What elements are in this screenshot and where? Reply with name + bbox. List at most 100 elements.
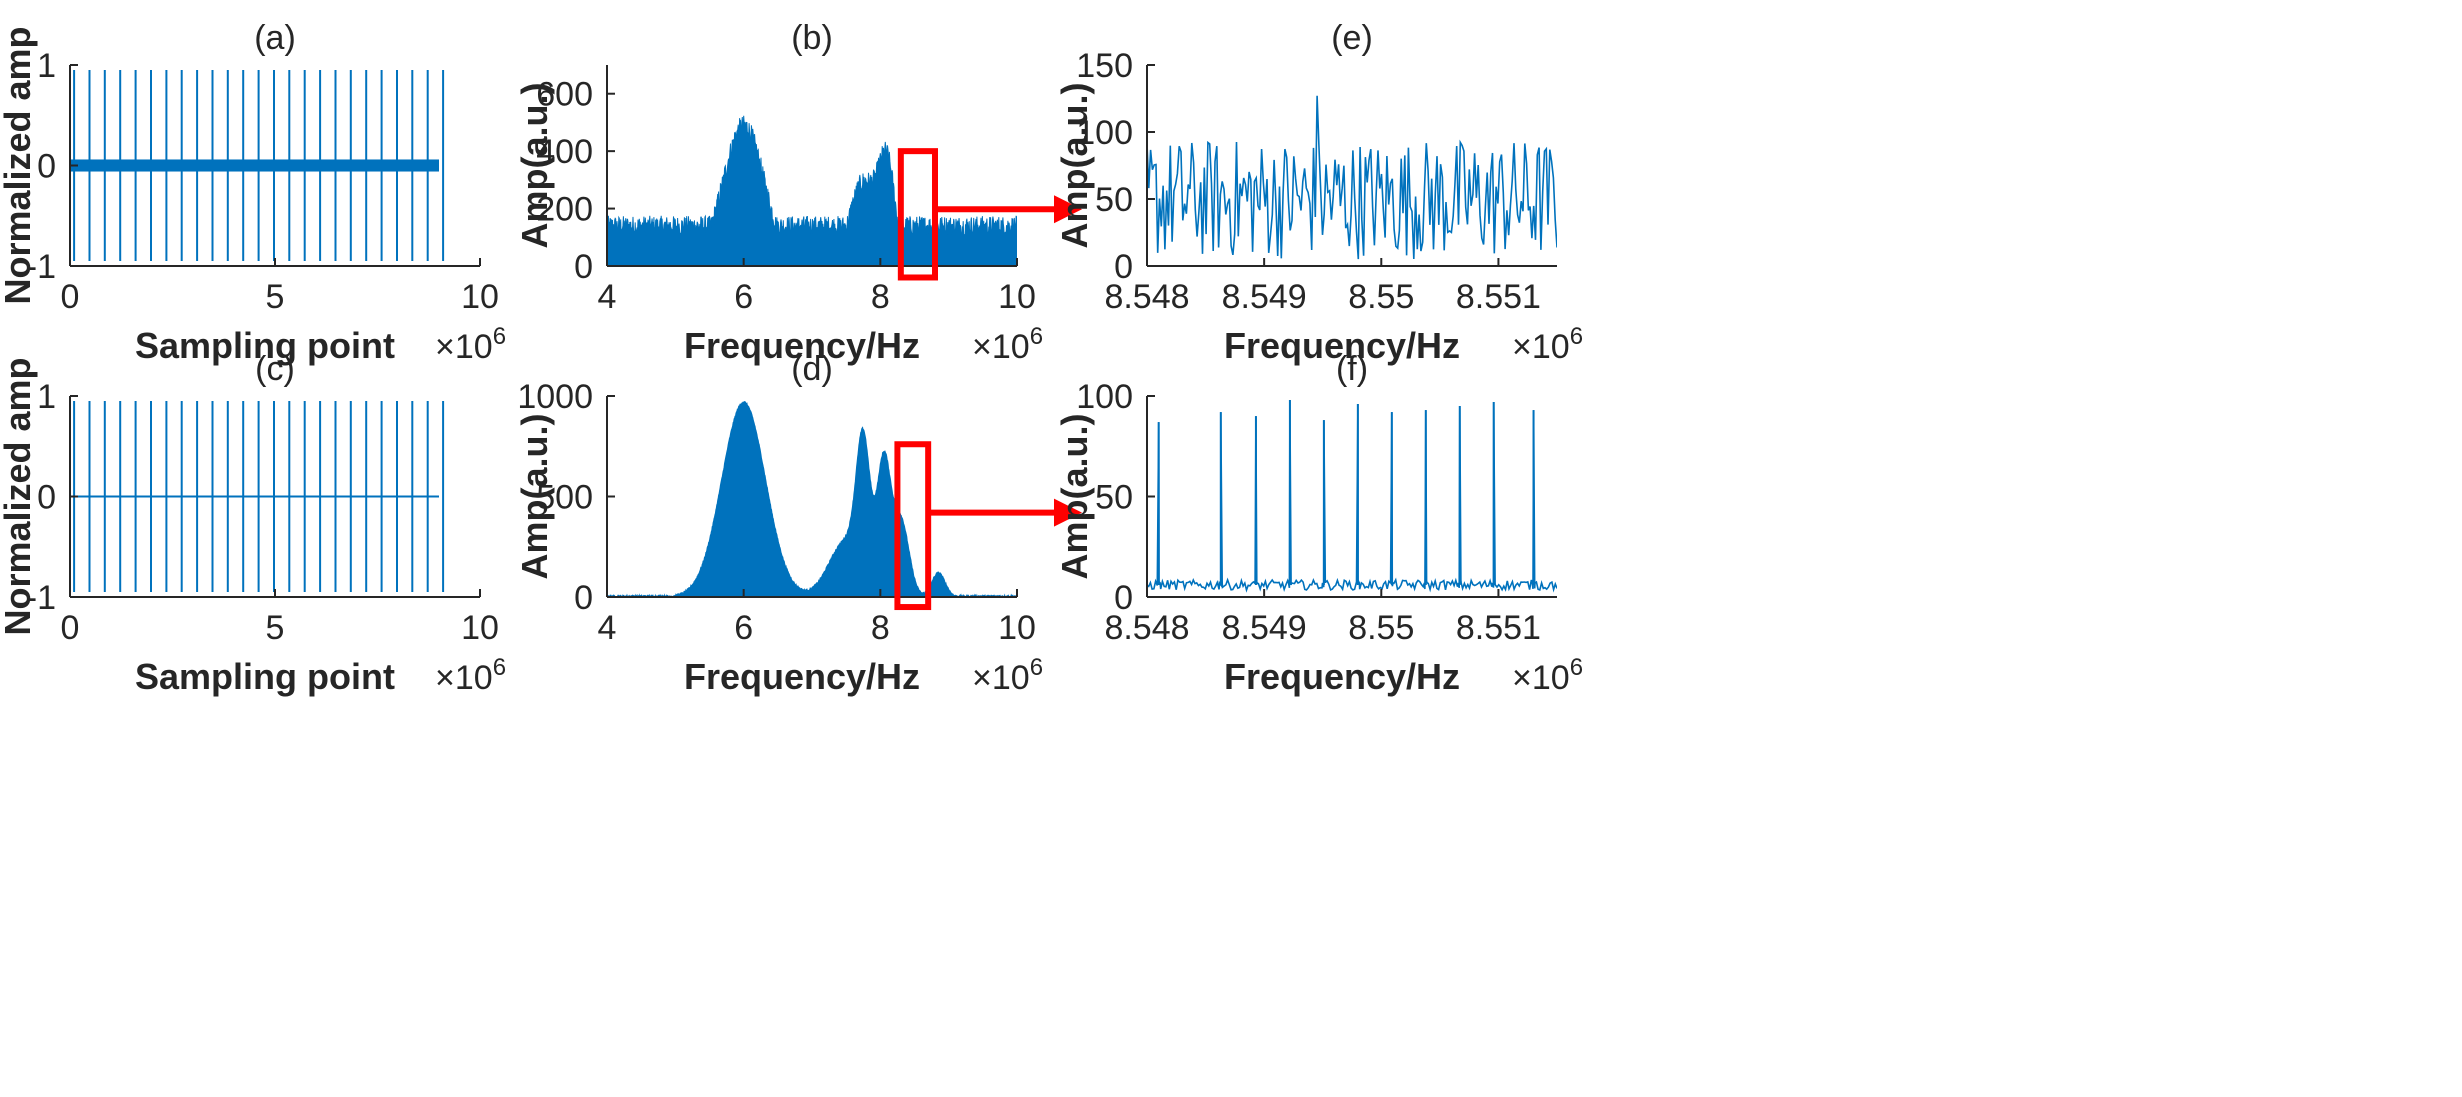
y-tick-label: -1 [26, 579, 56, 617]
x-tick-label: 8.549 [1222, 609, 1307, 647]
x-axis-label: Frequency/Hz [1224, 325, 1460, 366]
x-exponent-label: ×106 [1512, 654, 1583, 697]
x-axis-label: Sampling point [135, 325, 395, 366]
panel-title: (e) [1331, 19, 1373, 57]
x-exponent-label: ×106 [972, 323, 1043, 366]
y-axis-label: Amp(a.u.) [514, 414, 555, 580]
plot-area [607, 115, 1017, 266]
x-tick-label: 10 [998, 609, 1036, 647]
x-tick-label: 8.549 [1222, 278, 1307, 316]
x-axis-label: Frequency/Hz [1224, 656, 1460, 697]
x-tick-label: 6 [734, 278, 753, 316]
plot-area [607, 401, 1017, 597]
x-exponent-power: 6 [493, 323, 506, 350]
y-axis-label: Normalized amp [0, 26, 38, 304]
y-tick-label: 1000 [517, 378, 593, 416]
y-tick-label: 0 [1114, 579, 1133, 617]
x-tick-label: 6 [734, 609, 753, 647]
x-tick-label: 0 [61, 609, 80, 647]
y-tick-label: 0 [37, 148, 56, 186]
y-tick-label: 0 [1114, 248, 1133, 286]
y-tick-label: 600 [536, 76, 593, 114]
subplot-d: 4 6 8 10 0 500 1000 (d) Frequency/Hz Amp(a.u.) ×10… [514, 350, 1082, 697]
x-tick-label: 8.551 [1456, 609, 1541, 647]
panel-title: (f) [1336, 350, 1368, 388]
x-tick-label: 8.55 [1348, 278, 1414, 316]
plot-area [70, 70, 445, 261]
y-tick-label: 0 [574, 248, 593, 286]
x-exponent-base: ×10 [972, 659, 1030, 697]
panel-title: (c) [255, 350, 295, 388]
x-exponent-power: 6 [493, 654, 506, 681]
x-exponent-power: 6 [1570, 323, 1583, 350]
x-axis-label: Frequency/Hz [684, 325, 920, 366]
y-tick-label: 0 [37, 479, 56, 517]
x-exponent-base: ×10 [435, 328, 493, 366]
x-exponent-label: ×106 [972, 654, 1043, 697]
plot-area [1147, 95, 1557, 260]
zoom-arrow-head [1054, 498, 1082, 527]
x-tick-label: 10 [461, 609, 499, 647]
plot-area [70, 401, 445, 592]
x-exponent-label: ×106 [1512, 323, 1583, 366]
y-axis-label: Normalized amp [0, 357, 38, 635]
x-tick-label: 8.548 [1104, 278, 1189, 316]
x-tick-label: 4 [598, 278, 617, 316]
subplot-b: 4 6 8 10 0 200 400 600 (b) Frequency/Hz Amp(a.u.) ×… [514, 19, 1082, 366]
x-exponent-base: ×10 [972, 328, 1030, 366]
y-tick-label: 50 [1095, 181, 1133, 219]
panel-title: (d) [791, 350, 833, 388]
subplot-f: 8.548 8.549 8.55 8.551 0 50 100 (f) Frequency/Hz… [1054, 350, 1583, 697]
y-axis-label: Amp(a.u.) [1054, 83, 1095, 249]
x-tick-label: 5 [266, 278, 285, 316]
x-tick-label: 8 [871, 609, 890, 647]
x-axis-label: Sampling point [135, 656, 395, 697]
x-exponent-base: ×10 [1512, 659, 1570, 697]
zoomed-trace [1147, 399, 1557, 593]
x-tick-label: 8.548 [1104, 609, 1189, 647]
spectrum-area [607, 401, 1017, 597]
x-exponent-label: ×106 [435, 323, 506, 366]
x-exponent-power: 6 [1570, 654, 1583, 681]
x-exponent-label: ×106 [435, 654, 506, 697]
zoomed-trace [1147, 95, 1557, 260]
subplot-e: 8.548 8.549 8.55 8.551 0 50 100 150 (e) Frequency… [1054, 19, 1583, 366]
x-tick-label: 0 [61, 278, 80, 316]
zoom-arrow-head [1054, 195, 1082, 224]
x-axis-label: Frequency/Hz [684, 656, 920, 697]
y-tick-label: 50 [1095, 479, 1133, 517]
x-tick-label: 5 [266, 609, 285, 647]
x-tick-label: 10 [998, 278, 1036, 316]
panel-title: (a) [254, 19, 296, 57]
y-axis-label: Amp(a.u.) [1054, 414, 1095, 580]
y-tick-label: 1 [37, 47, 56, 85]
x-tick-label: 8.551 [1456, 278, 1541, 316]
y-tick-label: 0 [574, 579, 593, 617]
x-tick-label: 10 [461, 278, 499, 316]
x-tick-label: 4 [598, 609, 617, 647]
y-tick-label: 100 [1076, 378, 1133, 416]
y-tick-label: 100 [1076, 114, 1133, 152]
y-tick-label: 400 [536, 133, 593, 171]
x-tick-label: 8 [871, 278, 890, 316]
y-tick-label: 500 [536, 479, 593, 517]
y-tick-label: 150 [1076, 47, 1133, 85]
x-exponent-power: 6 [1030, 654, 1043, 681]
spectrum-area [607, 115, 1017, 266]
noise-band [70, 159, 439, 172]
x-tick-label: 8.55 [1348, 609, 1414, 647]
y-tick-label: 1 [37, 378, 56, 416]
panel-title: (b) [791, 19, 833, 57]
x-exponent-power: 6 [1030, 323, 1043, 350]
plot-area [1147, 399, 1557, 593]
x-exponent-base: ×10 [435, 659, 493, 697]
y-tick-label: -1 [26, 248, 56, 286]
y-axis-label: Amp(a.u.) [514, 83, 555, 249]
highlight-box [897, 148, 938, 281]
x-exponent-base: ×10 [1512, 328, 1570, 366]
highlight-box [894, 441, 932, 611]
y-tick-label: 200 [536, 191, 593, 229]
